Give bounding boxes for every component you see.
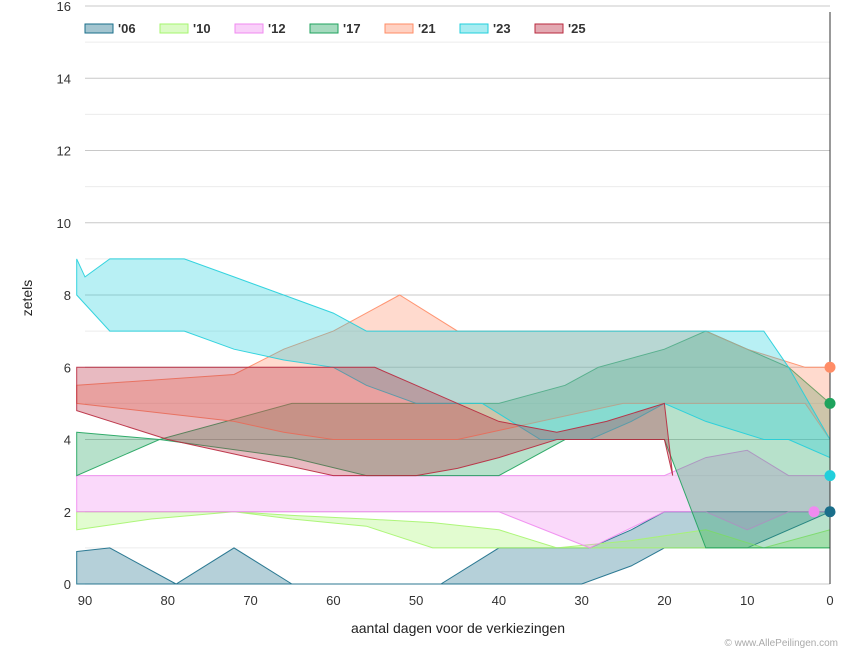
x-axis-title: aantal dagen voor de verkiezingen [351,620,565,636]
credit-text: © www.AllePeilingen.com [724,638,838,649]
y-tick-label: 10 [57,216,71,231]
x-tick-label: 30 [574,593,588,608]
legend-label: '23 [493,21,511,36]
legend-swatch [84,23,114,34]
legend-label: '25 [568,21,586,36]
y-tick-label: 14 [57,71,71,86]
y-axis-title: zetels [19,280,35,317]
x-tick-label: 10 [740,593,754,608]
legend-label: '21 [418,21,436,36]
series-band-25 [76,366,674,477]
y-tick-label: 4 [64,433,71,448]
x-tick-label: 40 [492,593,506,608]
y-tick-label: 0 [64,577,71,592]
x-axis-ticks: 90 80 70 60 50 40 30 20 10 0 [78,593,834,608]
y-tick-label: 16 [57,0,71,14]
legend-label: '12 [268,21,286,36]
x-tick-label: 20 [657,593,671,608]
legend-swatch [459,23,489,34]
final-results-markers [808,361,836,518]
final-marker-17 [824,397,836,409]
plot-area [76,258,831,585]
x-tick-label: 50 [409,593,423,608]
y-tick-label: 8 [64,288,71,303]
legend-label: '17 [343,21,361,36]
legend-swatch [309,23,339,34]
legend-label: '06 [118,21,136,36]
y-tick-label: 12 [57,144,71,159]
final-marker-23 [824,470,836,482]
legend-swatch [234,23,264,34]
x-tick-label: 0 [826,593,833,608]
legend-swatch [534,23,564,34]
x-tick-label: 80 [161,593,175,608]
y-tick-label: 2 [64,505,71,520]
final-marker-12 [808,506,820,518]
y-axis-ticks: 0 2 4 6 8 10 12 14 16 [57,0,71,592]
x-tick-label: 60 [326,593,340,608]
legend-label: '10 [193,21,211,36]
y-tick-label: 6 [64,360,71,375]
x-tick-label: 90 [78,593,92,608]
legend: '06 '10 '12 '17 '21 '23 '25 [84,21,586,36]
x-tick-label: 70 [243,593,257,608]
final-marker-21 [824,361,836,373]
legend-swatch [159,23,189,34]
final-marker-06 [824,506,836,518]
series-band-06 [76,511,831,585]
legend-swatch [384,23,414,34]
